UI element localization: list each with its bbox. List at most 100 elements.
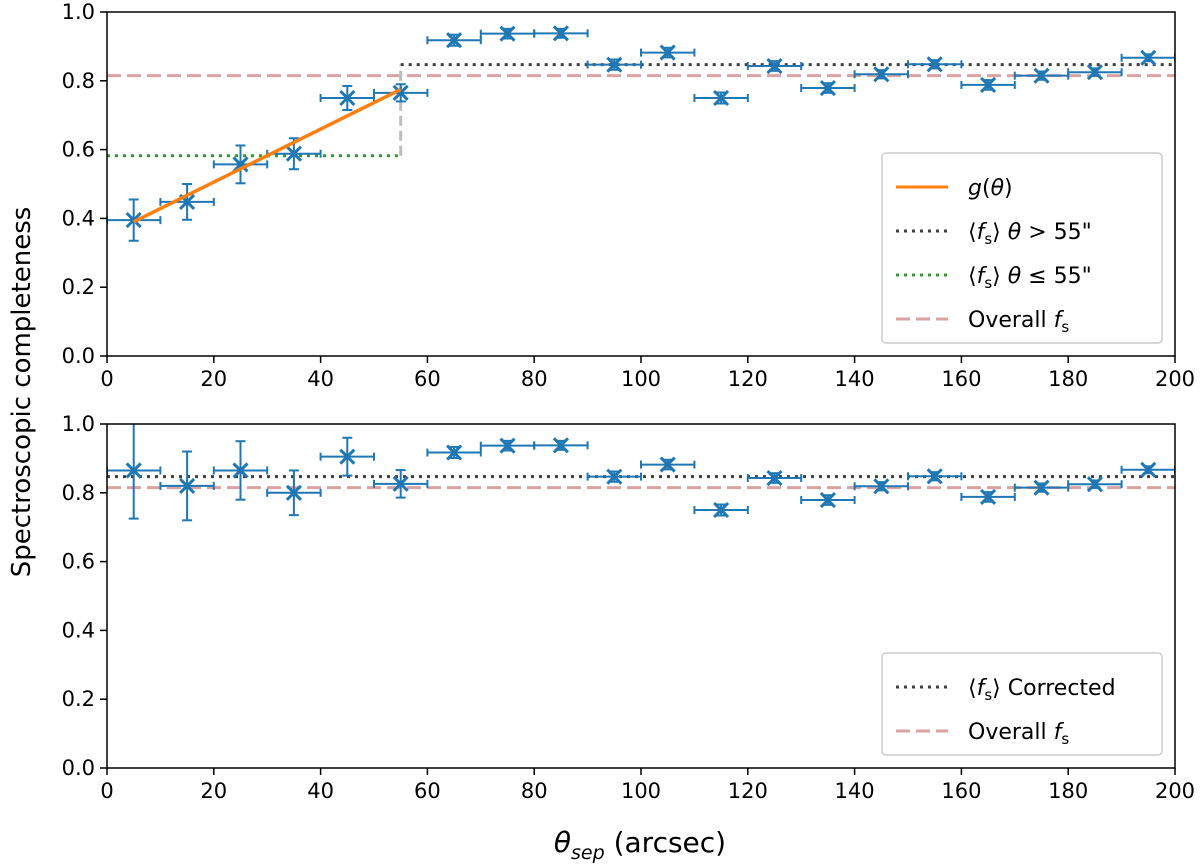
data-point bbox=[586, 468, 642, 485]
data-point bbox=[853, 478, 909, 495]
panel-top: 0 20 40 60 80 100 120 140 160 180 200 0.0 0.2 0.4 0.6 0… bbox=[62, 0, 1195, 391]
x-tick-label: 40 bbox=[307, 367, 334, 391]
legend-entry-label: ⟨fs​⟩ θ > 55" bbox=[968, 220, 1092, 248]
data-point bbox=[1013, 479, 1070, 496]
x-tick-label: 80 bbox=[521, 367, 548, 391]
y-tick-label: 0.6 bbox=[62, 550, 95, 574]
x-marker bbox=[659, 44, 676, 61]
x-marker bbox=[926, 56, 943, 73]
x-marker bbox=[1033, 67, 1050, 84]
data-point bbox=[746, 57, 803, 75]
data-point bbox=[693, 89, 749, 107]
data-point bbox=[212, 144, 269, 185]
data-point bbox=[640, 44, 696, 61]
x-marker bbox=[819, 491, 836, 509]
y-tick-label: 0.8 bbox=[62, 481, 95, 505]
data-point bbox=[586, 56, 642, 73]
x-tick-label: 160 bbox=[941, 367, 981, 391]
data-point bbox=[640, 456, 696, 473]
x-marker bbox=[980, 488, 997, 505]
x-marker bbox=[873, 478, 890, 495]
x-marker bbox=[659, 456, 676, 473]
x-marker bbox=[446, 444, 463, 461]
legend: ⟨fs​⟩ Corrected Overall fs​ bbox=[881, 652, 1163, 756]
data-point bbox=[1013, 67, 1070, 84]
x-marker bbox=[232, 462, 249, 479]
x-marker bbox=[1140, 461, 1157, 478]
legend-entry-label: ⟨fs​⟩ Corrected bbox=[968, 676, 1116, 704]
plot-area-top bbox=[107, 25, 1175, 242]
x-marker bbox=[392, 475, 409, 492]
x-axis-label-theta: θ bbox=[554, 826, 571, 859]
data-point bbox=[426, 444, 482, 461]
x-marker bbox=[766, 469, 783, 487]
x-axis-label-sub: sep bbox=[571, 842, 605, 864]
x-marker bbox=[499, 25, 516, 42]
x-marker bbox=[179, 477, 196, 494]
x-marker bbox=[446, 32, 463, 49]
x-marker bbox=[339, 89, 356, 107]
data-point bbox=[319, 84, 375, 112]
x-tick-label: 180 bbox=[1048, 367, 1088, 391]
x-tick-label: 20 bbox=[200, 367, 227, 391]
data-point bbox=[533, 25, 589, 42]
legend-entry-label: Overall fs​ bbox=[968, 720, 1069, 748]
data-point bbox=[1120, 49, 1175, 66]
x-marker bbox=[552, 25, 569, 42]
x-marker bbox=[713, 89, 730, 107]
x-tick-label: 20 bbox=[200, 779, 227, 803]
x-marker bbox=[873, 66, 890, 83]
plot-area-bottom bbox=[107, 424, 1175, 522]
x-marker bbox=[499, 437, 516, 454]
data-point bbox=[373, 469, 429, 499]
x-marker bbox=[392, 84, 409, 101]
y-axis-label: Spectroscopic completeness bbox=[7, 207, 37, 578]
x-tick-label: 60 bbox=[414, 367, 441, 391]
data-point bbox=[266, 469, 322, 517]
y-tick-label: 0.2 bbox=[62, 275, 95, 299]
x-tick-label: 140 bbox=[835, 367, 875, 391]
x-tick-label: 200 bbox=[1155, 779, 1195, 803]
data-point bbox=[853, 66, 909, 83]
data-point bbox=[373, 83, 429, 103]
x-tick-label: 200 bbox=[1155, 367, 1195, 391]
x-marker bbox=[606, 468, 623, 485]
x-tick-label: 120 bbox=[728, 367, 768, 391]
x-tick-label: 100 bbox=[621, 779, 661, 803]
data-point bbox=[960, 488, 1016, 505]
data-point bbox=[212, 440, 269, 501]
legend: g(θ) ⟨fs​⟩ θ > 55" ⟨fs​⟩ θ ≤ 55" Overall fs… bbox=[881, 152, 1163, 344]
data-point bbox=[907, 56, 963, 73]
y-tick-label: 0.0 bbox=[62, 344, 95, 368]
y-tick-label: 0.4 bbox=[62, 618, 95, 642]
x-marker bbox=[125, 462, 142, 479]
x-tick-label: 0 bbox=[100, 367, 113, 391]
x-tick-label: 40 bbox=[307, 779, 334, 803]
data-point bbox=[159, 450, 215, 522]
data-point bbox=[426, 32, 482, 49]
x-marker bbox=[606, 56, 623, 73]
data-point bbox=[533, 437, 589, 454]
x-tick-label: 160 bbox=[941, 779, 981, 803]
data-point bbox=[479, 25, 536, 42]
x-marker bbox=[766, 57, 783, 75]
y-tick-label: 0.0 bbox=[62, 756, 95, 780]
x-marker bbox=[339, 448, 356, 465]
legend-box bbox=[881, 152, 1163, 344]
x-marker bbox=[713, 501, 730, 519]
legend-entry-label: g(θ) bbox=[968, 176, 1013, 201]
x-marker bbox=[980, 76, 997, 93]
data-point bbox=[800, 491, 856, 509]
legend-entry-label: Overall fs​ bbox=[968, 308, 1069, 336]
x-tick-label: 60 bbox=[414, 779, 441, 803]
y-tick-label: 0.8 bbox=[62, 69, 95, 93]
x-tick-label: 140 bbox=[835, 779, 875, 803]
data-point bbox=[319, 436, 375, 477]
data-point bbox=[1067, 476, 1123, 493]
data-point bbox=[907, 468, 963, 485]
x-marker bbox=[819, 79, 836, 97]
x-marker bbox=[285, 484, 302, 501]
x-marker bbox=[1086, 64, 1103, 81]
data-point bbox=[746, 469, 803, 487]
